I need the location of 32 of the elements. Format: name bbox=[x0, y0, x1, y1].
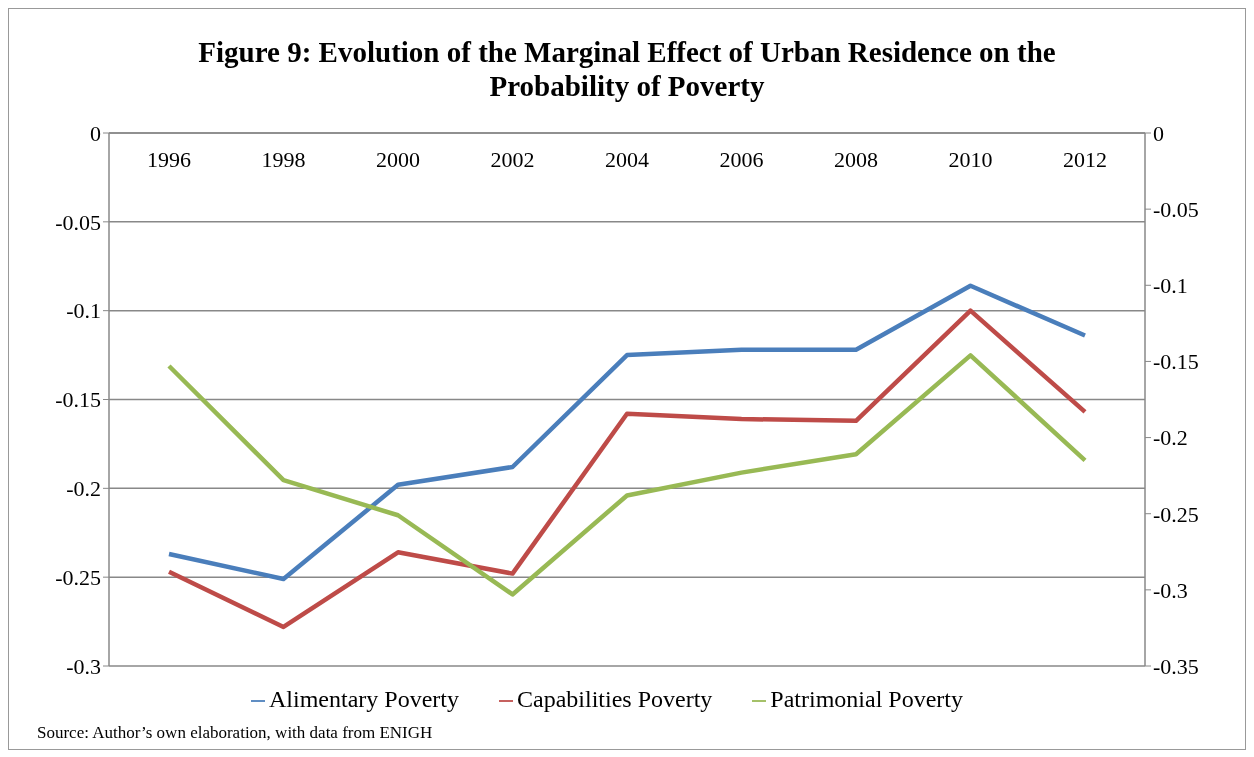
y2-tick-label: 0 bbox=[1153, 120, 1164, 146]
source-note: Source: Author’s own elaboration, with data from ENIGH bbox=[36, 723, 434, 744]
x-tick-label: 2002 bbox=[490, 147, 535, 172]
x-tick-label: 2008 bbox=[834, 147, 878, 172]
x-tick-label: 2004 bbox=[605, 147, 649, 172]
line-series bbox=[166, 308, 1088, 630]
x-tick-label: 1996 bbox=[147, 147, 191, 172]
y2-tick-label: -0.1 bbox=[1153, 273, 1188, 299]
y2-tick-label: -0.35 bbox=[1153, 653, 1199, 679]
y-tick-label: -0.1 bbox=[66, 298, 101, 324]
y-tick-label: -0.2 bbox=[66, 476, 101, 502]
y2-tick-label: -0.2 bbox=[1153, 425, 1188, 451]
x-tick-label: 2006 bbox=[719, 147, 764, 172]
legend-label: Capabilities Poverty bbox=[517, 686, 713, 712]
y-tick-label: -0.3 bbox=[66, 653, 101, 679]
y-tick-label: -0.05 bbox=[55, 209, 101, 235]
chart-title: Figure 9: Evolution of the Marginal Effect of Urban Residence on the Probability of Poverty bbox=[197, 35, 1057, 103]
legend-label: Alimentary Poverty bbox=[269, 686, 459, 712]
x-tick-label: 2012 bbox=[1063, 147, 1107, 172]
x-tick-label: 1998 bbox=[261, 147, 306, 172]
line-series bbox=[166, 353, 1088, 597]
y2-tick-label: -0.3 bbox=[1153, 577, 1188, 603]
y-tick-label: 0 bbox=[90, 120, 101, 146]
y2-tick-label: -0.25 bbox=[1153, 501, 1199, 527]
y-tick-label: -0.15 bbox=[55, 387, 101, 413]
x-tick-label: 2000 bbox=[376, 147, 420, 172]
y2-tick-label: -0.15 bbox=[1153, 349, 1199, 375]
y-tick-label: -0.25 bbox=[55, 564, 101, 590]
x-tick-label: 2010 bbox=[948, 147, 993, 172]
line-series bbox=[166, 283, 1088, 582]
y2-tick-label: -0.05 bbox=[1153, 196, 1199, 222]
legend-label: Patrimonial Poverty bbox=[770, 686, 963, 712]
